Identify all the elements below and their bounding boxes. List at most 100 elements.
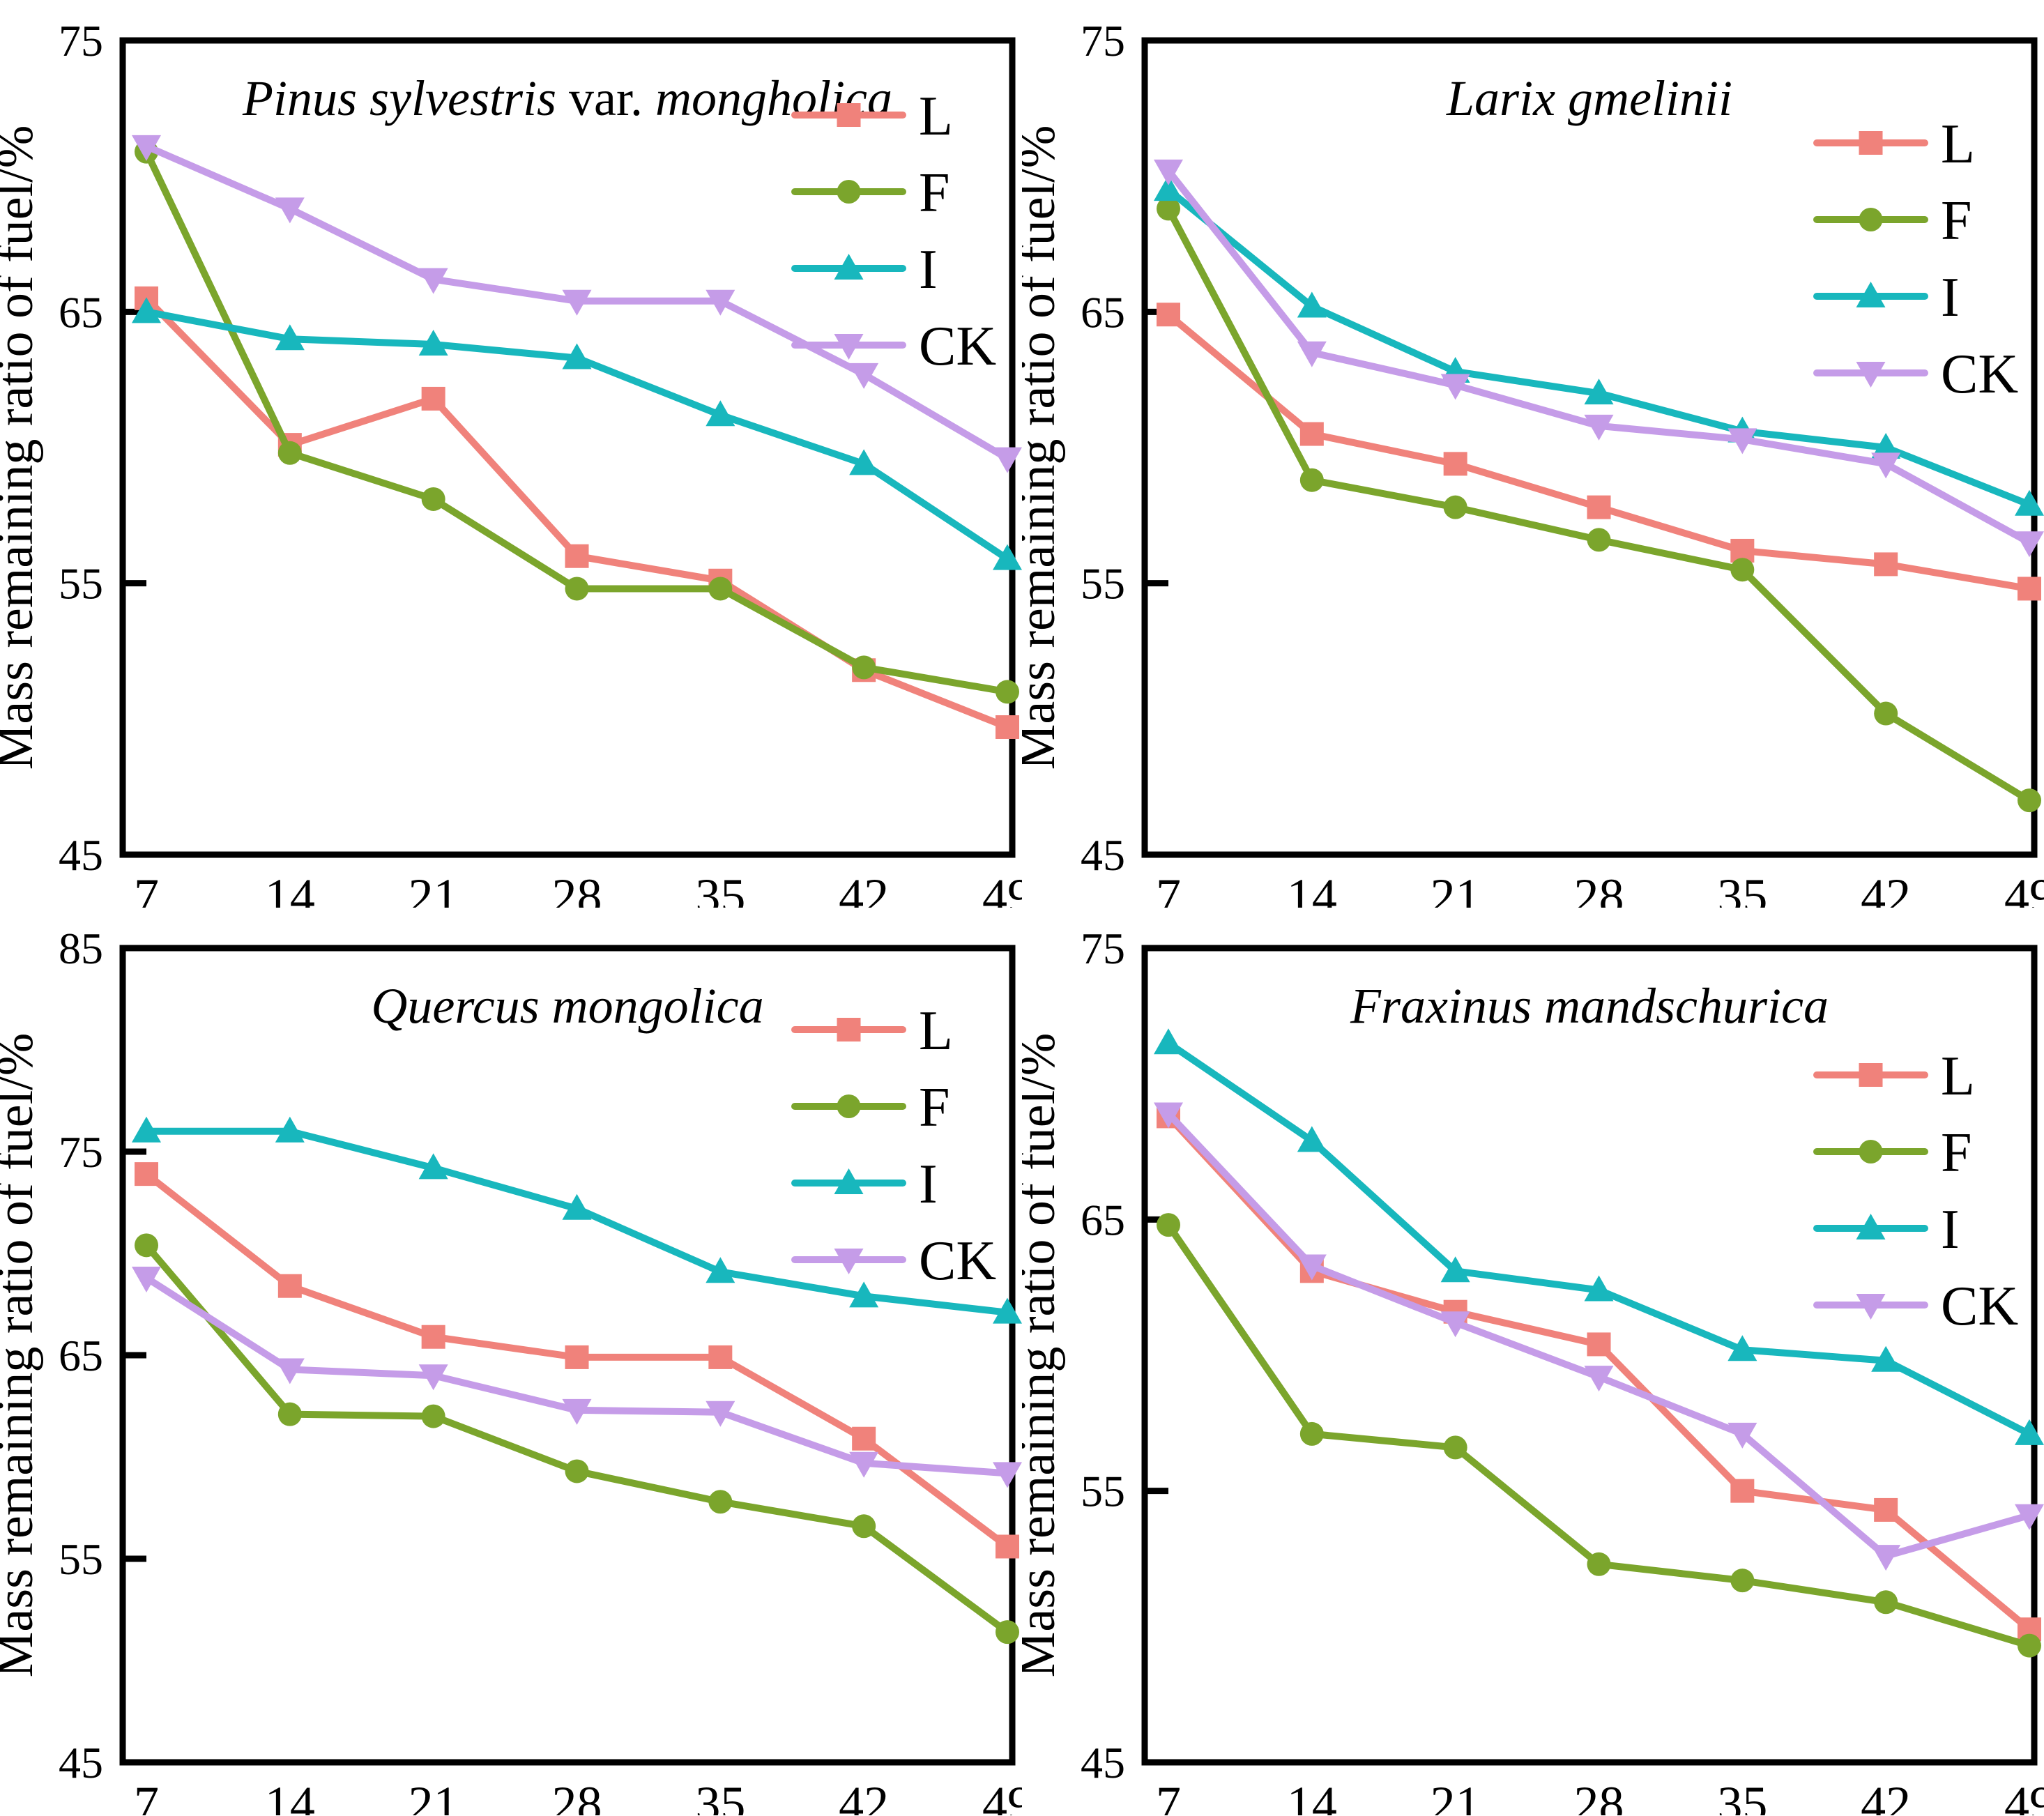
chart-title: Quercus mongolica [371, 978, 763, 1034]
data-point-L-28 [565, 544, 589, 568]
series-I [132, 1116, 1022, 1324]
legend-item-I: I [1813, 267, 1960, 328]
x-tick-label: 14 [265, 1776, 315, 1815]
x-tick-label: 14 [1287, 1776, 1337, 1815]
y-axis-label: Mass remaining ratio of fuel/% [0, 1033, 44, 1678]
legend-label-I: I [919, 239, 938, 300]
data-point-CK-49 [993, 447, 1022, 473]
data-point-CK-7 [1154, 1102, 1183, 1129]
data-point-L-7 [135, 1162, 158, 1186]
data-point-F-28 [1587, 1552, 1611, 1576]
data-point-I-42 [1871, 1345, 1901, 1372]
data-point-F-42 [852, 655, 876, 680]
data-point-CK-35 [1728, 1422, 1757, 1449]
y-tick-label: 55 [59, 559, 103, 609]
legend-item-F: F [791, 1077, 950, 1138]
y-tick-label: 45 [1081, 1738, 1125, 1787]
chart-title: Fraxinus mandschurica [1350, 978, 1829, 1034]
data-point-I-49 [2015, 489, 2044, 516]
data-point-F-21 [1443, 1435, 1467, 1460]
legend-item-I: I [1813, 1199, 1960, 1260]
chart-svg-pinus: 455565757142128354249Decomposing time (D… [0, 16, 1022, 908]
legend-item-CK: CK [1813, 1276, 2018, 1337]
data-point-I-35 [706, 400, 735, 427]
y-tick-label: 45 [1081, 830, 1125, 880]
data-point-L-42 [1874, 1497, 1898, 1522]
data-point-I-28 [1584, 379, 1614, 405]
data-point-F-7 [135, 1233, 158, 1258]
data-point-I-49 [2015, 1419, 2044, 1445]
legend-item-L: L [1813, 1046, 1975, 1107]
legend-item-L: L [791, 1000, 953, 1062]
x-tick-label: 21 [1431, 869, 1481, 908]
series-CK [132, 1267, 1022, 1488]
series-F [1157, 1213, 2041, 1658]
data-point-I-14 [1297, 1126, 1327, 1152]
x-tick-label: 49 [982, 1776, 1022, 1815]
data-point-I-7 [132, 297, 161, 323]
data-point-F-14 [277, 1402, 302, 1426]
data-point-CK-49 [2015, 1504, 2044, 1530]
y-axis-label: Mass remaining ratio of fuel/% [1022, 125, 1066, 770]
data-point-F-14 [1299, 1421, 1324, 1446]
data-point-CK-21 [418, 1364, 448, 1391]
y-tick-label: 55 [1081, 559, 1125, 609]
data-point-I-7 [1154, 175, 1183, 201]
data-point-F-28 [1587, 528, 1611, 552]
legend-marker-F [1859, 1140, 1883, 1163]
x-tick-label: 35 [1717, 869, 1767, 908]
data-point-L-35 [1730, 1479, 1755, 1503]
legend-marker-F [837, 180, 861, 204]
data-point-I-14 [275, 324, 305, 351]
data-point-CK-14 [1297, 341, 1327, 367]
series-F [1157, 197, 2041, 813]
y-tick-label: 65 [1081, 1195, 1125, 1244]
legend-marker-CK [1856, 1294, 1886, 1320]
chart-larix-gmelinii: 455565757142128354249Decomposing time (D… [1022, 0, 2044, 908]
legend-item-F: F [791, 162, 950, 224]
chart-fraxinus-mandschurica: 455565757142128354249Decomposing time (D… [1022, 908, 2044, 1815]
data-point-CK-21 [418, 268, 448, 294]
legend-marker-L [837, 1018, 861, 1041]
legend-label-CK: CK [1941, 344, 2018, 405]
data-point-L-21 [421, 386, 445, 411]
data-point-F-35 [1730, 558, 1755, 582]
data-point-CK-28 [562, 289, 592, 316]
data-point-CK-7 [132, 135, 161, 161]
y-tick-label: 65 [1081, 287, 1125, 337]
legend-label-I: I [1941, 267, 1960, 328]
data-point-L-49 [996, 1534, 1019, 1559]
data-point-I-14 [275, 1116, 305, 1143]
legend-item-CK: CK [791, 1230, 996, 1292]
legend-label-F: F [919, 162, 950, 224]
data-point-I-28 [562, 1193, 592, 1220]
y-tick-label: 65 [59, 1331, 103, 1380]
series-CK [132, 135, 1022, 473]
legend-label-L: L [919, 86, 953, 147]
legend-item-I: I [791, 239, 938, 300]
legend-label-F: F [919, 1077, 950, 1138]
data-point-CK-49 [993, 1462, 1022, 1488]
y-tick-label: 75 [1081, 924, 1125, 973]
data-point-L-14 [277, 1274, 302, 1298]
data-point-CK-35 [706, 289, 735, 316]
data-point-L-14 [1299, 422, 1324, 446]
y-tick-label: 45 [59, 830, 103, 880]
data-point-F-35 [1730, 1569, 1755, 1593]
legend-item-L: L [1813, 114, 1975, 175]
data-point-I-35 [706, 1257, 735, 1283]
data-point-L-42 [852, 1426, 876, 1451]
legend-label-F: F [1941, 1122, 1972, 1184]
data-point-CK-42 [1871, 1545, 1901, 1571]
series-line-I [143, 1127, 1011, 1316]
data-point-L-21 [421, 1325, 445, 1349]
series-L [135, 1162, 1019, 1559]
series-I [1154, 1028, 2044, 1445]
legend-marker-CK [834, 1249, 864, 1274]
data-point-CK-35 [1728, 428, 1757, 455]
series-CK [1154, 1102, 2044, 1571]
series-line-F [143, 148, 1011, 696]
x-tick-label: 14 [1287, 869, 1337, 908]
legend-marker-F [1859, 208, 1883, 231]
